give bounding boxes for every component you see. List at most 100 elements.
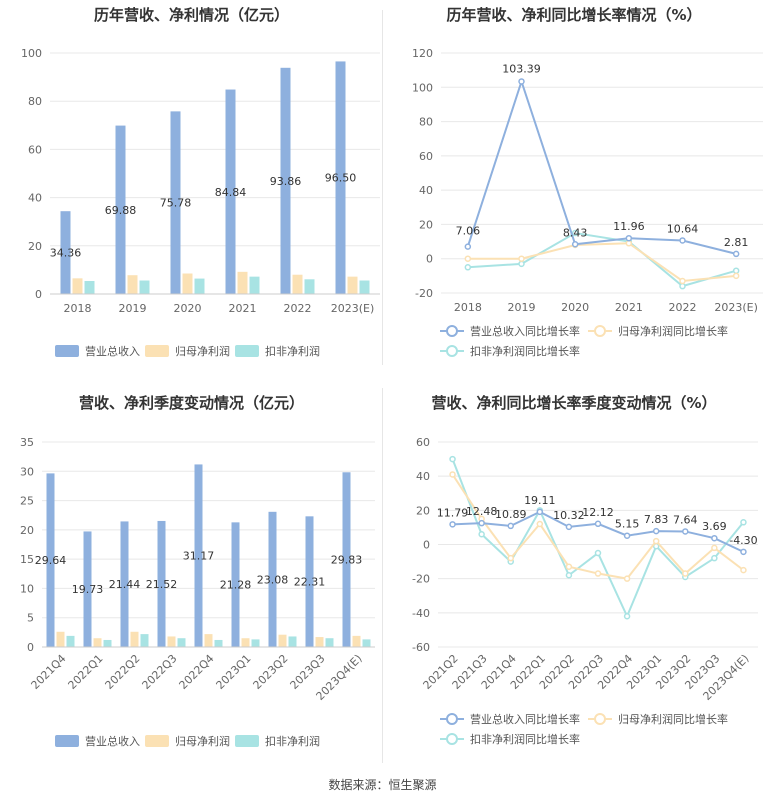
data-label: 29.83 [331,554,363,567]
data-point [565,572,573,579]
data-label: 3.69 [702,520,727,533]
data-label: 21.44 [109,578,141,591]
data-point [464,255,472,262]
data-point [652,527,660,535]
x-tick-label: 2023(E) [331,302,375,315]
data-label: 7.06 [456,225,481,238]
data-point [594,570,602,577]
bar [251,639,260,647]
y-tick-label: 5 [27,612,34,625]
bar [347,276,358,294]
series-line [466,78,737,255]
bar [66,635,75,647]
data-point [732,267,740,274]
chart-svg: -20 0 20 40 60 80 100 120 2018 2019 2020 2021 2022 20… [412,47,763,358]
y-tick-label: 40 [28,192,42,205]
legend-marker [446,345,458,357]
data-point [711,534,718,542]
bar [292,274,303,294]
data-point [682,528,689,535]
legend-label: 归母净利润同比增长率 [618,324,728,338]
bar [120,521,129,647]
data-source-note: 数据来源：恒生聚源 [328,778,437,792]
y-tick-label: 40 [419,184,433,197]
x-tick-label: 2022Q1 [66,652,106,692]
data-point [449,455,456,463]
bar [231,522,240,647]
data-point [594,520,602,528]
data-label: 2.81 [724,236,749,249]
legend-marker [446,325,458,337]
data-label: 93.86 [270,175,302,188]
data-label: 22.31 [294,576,326,589]
x-tick-label: 2022 [669,301,697,314]
data-label: 10.89 [495,508,527,521]
x-tick-label: 2022Q4 [177,652,217,692]
y-tick-label: 30 [20,465,34,478]
legend-label: 扣非净利润 [265,344,320,358]
chart-quarterly-revenue-profit: 营收、净利季度变动情况（亿元） 0 5 10 15 20 25 30 35 2021Q4 2022… [0,383,383,763]
y-tick-label: 15 [20,553,34,566]
legend-label: 营业总收入同比增长率 [470,324,580,338]
bar [115,125,126,294]
bar [305,516,314,647]
data-label: 19.73 [72,583,104,596]
y-tick-label: 120 [412,47,433,60]
legend-label: 扣非净利润同比增长率 [470,344,580,358]
legend-label: 营业总收入 [85,734,140,748]
x-tick-label: 2019 [119,302,147,315]
bar [182,273,193,294]
y-tick-label: 0 [27,641,34,654]
chart-svg: 051015202530352021Q42022Q12022Q22022Q320… [20,436,375,748]
legend-swatch [145,735,169,747]
panel-divider-top [382,10,383,365]
data-label: 8.43 [563,226,588,239]
data-label: 34.36 [50,247,82,260]
data-point [623,613,631,620]
data-point [679,277,686,285]
data-label: 29.64 [35,554,67,567]
data-point [732,250,740,258]
y-tick-label: 20 [20,524,34,537]
y-tick-label: 20 [416,504,430,517]
x-tick-label: 2018 [64,302,92,315]
legend-label: 归母净利润 [175,344,230,358]
data-label: 10.64 [667,222,699,235]
data-point [507,554,514,562]
data-label: 7.64 [673,513,698,526]
legend-marker [446,713,458,725]
x-tick-label: 2021 [615,301,643,314]
chart-annual-revenue-profit: 历年营收、净利情况（亿元） 0 20 40 60 80 100 2018 2019 2020 20… [0,0,383,370]
data-point [740,548,747,556]
data-point [449,471,456,478]
bar [352,635,361,647]
x-tick-label: 2018 [454,301,482,314]
bar [214,639,223,647]
legend-label: 归母净利润 [175,734,230,748]
bar [288,636,297,647]
data-point [478,519,485,527]
x-tick-label: 2021Q4 [29,652,69,692]
legend-swatch [55,345,79,357]
chart-annual-growth: 历年营收、净利同比增长率情况（%） -20 0 20 40 60 80 100 120 2018… [383,0,765,370]
bar [280,67,291,295]
data-label: 23.08 [257,573,289,586]
y-tick-label: 100 [21,47,42,60]
x-tick-label: 2020 [561,301,589,314]
y-tick-label: 100 [412,81,433,94]
legend-swatch [235,735,259,747]
y-tick-label: 20 [419,218,433,231]
legend-swatch [145,345,169,357]
bar [241,638,250,647]
bar [342,472,351,647]
y-tick-label: 10 [20,582,34,595]
x-tick-label: 2019 [508,301,536,314]
bar [46,473,55,647]
bar [170,111,181,294]
data-label: 12.48 [466,505,498,518]
y-tick-label: -60 [412,641,430,654]
data-point [536,508,544,516]
bar [194,278,205,294]
data-point [732,272,740,280]
bar [304,279,315,294]
